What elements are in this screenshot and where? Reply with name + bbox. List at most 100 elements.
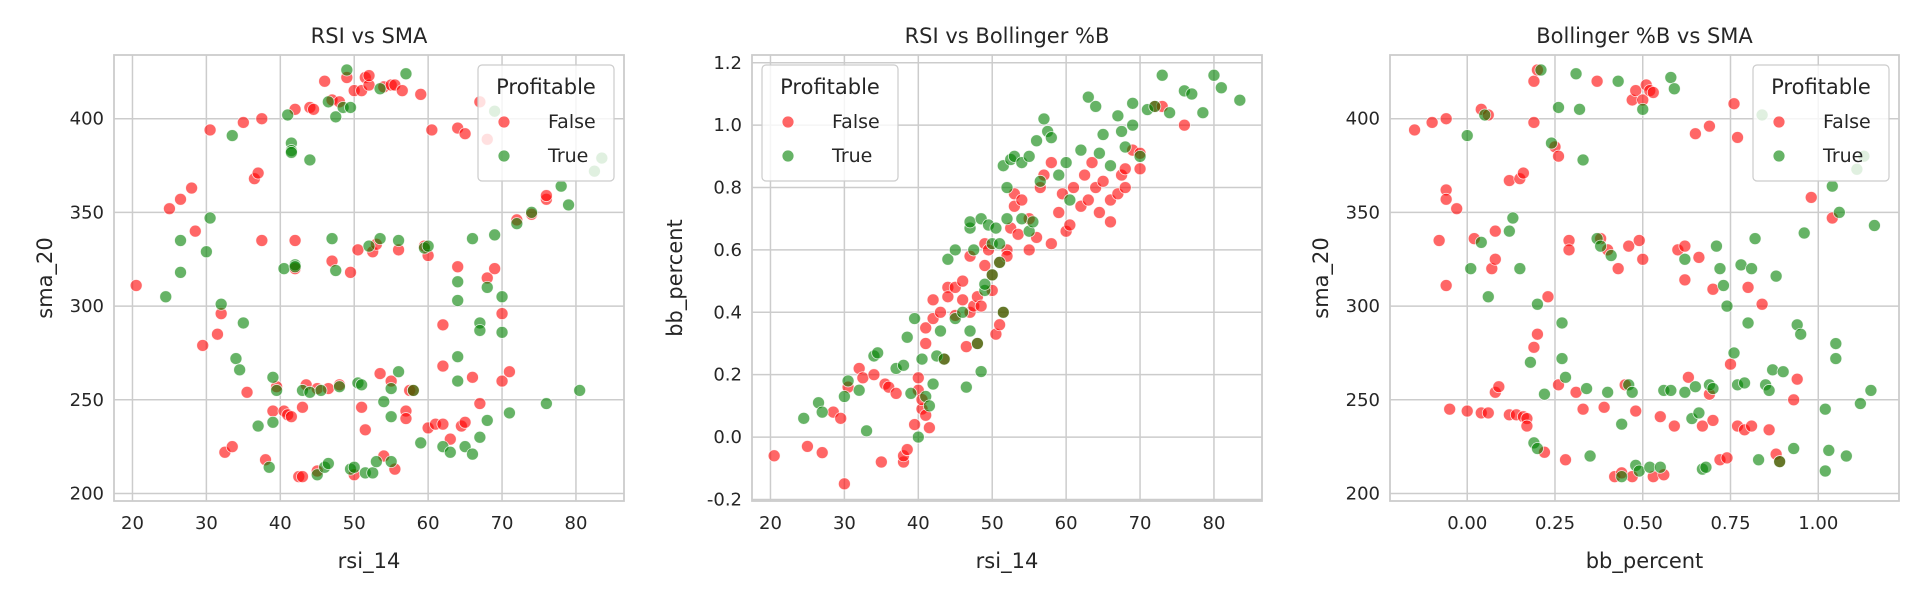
point-true (963, 215, 977, 229)
y-tick-label: 0.8 (713, 178, 742, 199)
point-true (1748, 232, 1762, 246)
point-true (399, 67, 413, 81)
point-true (815, 405, 829, 419)
point-true (366, 466, 380, 480)
point-false (1488, 224, 1502, 238)
point-true (321, 457, 335, 470)
x-tick-label: 70 (491, 513, 514, 534)
point-false (1439, 279, 1453, 292)
point-true (270, 384, 284, 397)
x-tick-label: 1.00 (1798, 513, 1838, 534)
point-true (1026, 215, 1040, 229)
point-false (1011, 227, 1025, 241)
point-false (801, 440, 814, 453)
x-tick-label: 20 (121, 513, 144, 534)
point-false (451, 260, 465, 274)
point-false (129, 279, 143, 292)
point-false (296, 470, 309, 484)
point-false (1678, 273, 1692, 287)
point-false (236, 116, 250, 129)
point-true (1030, 134, 1043, 148)
legend-label-true: True (547, 145, 588, 167)
point-true (480, 280, 494, 294)
point-false (934, 305, 947, 319)
point-true (1706, 382, 1720, 395)
point-true (373, 232, 387, 246)
x-tick-label: 0.00 (1447, 513, 1487, 534)
point-true (1738, 376, 1751, 390)
point-true (303, 385, 317, 399)
point-true (495, 290, 509, 304)
point-true (473, 324, 487, 337)
x-tick-label: 0.75 (1710, 513, 1750, 534)
point-false (1177, 118, 1191, 132)
x-tick-label: 0.50 (1623, 513, 1663, 534)
point-true (1081, 90, 1095, 104)
point-true (1825, 179, 1839, 193)
point-true (911, 430, 925, 444)
legend-box (1752, 64, 1890, 182)
point-true (1864, 384, 1878, 397)
point-true (1474, 235, 1488, 249)
point-true (1464, 262, 1478, 276)
point-true (1818, 402, 1832, 416)
y-tick-label: 250 (70, 390, 104, 411)
point-true (1594, 239, 1608, 253)
point-true (539, 397, 553, 410)
point-true (406, 384, 420, 397)
point-false (1541, 290, 1555, 304)
point-true (251, 419, 265, 433)
point-true (414, 436, 428, 450)
point-true (837, 390, 851, 403)
point-true (1207, 68, 1221, 82)
point-false (1706, 414, 1720, 427)
x-tick-label: 60 (417, 513, 440, 534)
point-true (1713, 262, 1727, 276)
point-false (362, 69, 376, 83)
y-tick-label: 0.0 (713, 427, 742, 448)
point-true (473, 430, 487, 444)
point-true (329, 264, 343, 277)
point-true (1534, 63, 1548, 77)
point-true (974, 365, 988, 378)
point-false (1692, 250, 1706, 264)
point-true (1092, 146, 1106, 160)
point-false (1104, 215, 1117, 229)
point-false (1646, 86, 1660, 99)
point-true (1555, 352, 1569, 365)
chart-panel-3: 0.00 0.25 0.50 0.75 1.00 200 250 300 350 400 Bolli… (1309, 24, 1900, 574)
point-true (1601, 385, 1615, 399)
point-false (908, 418, 922, 431)
point-true (1460, 129, 1474, 142)
point-true (993, 237, 1007, 251)
legend-box (761, 64, 899, 182)
legend-marker-true (497, 149, 511, 163)
point-false (240, 385, 254, 399)
point-true (214, 297, 228, 311)
point-true (1037, 112, 1051, 126)
y-tick-label: 350 (70, 202, 104, 223)
point-false (355, 400, 369, 414)
point-false (255, 112, 269, 126)
point-false (284, 410, 298, 424)
point-false (874, 455, 888, 469)
point-true (1797, 226, 1811, 240)
point-true (1689, 380, 1702, 394)
point-false (1552, 149, 1565, 163)
point-false (1667, 419, 1681, 433)
point-false (1741, 280, 1755, 294)
point-true (174, 265, 187, 279)
point-true (1111, 109, 1125, 123)
point-true (495, 325, 509, 339)
point-false (1502, 174, 1516, 187)
point-false (414, 87, 428, 101)
point-true (384, 410, 398, 424)
point-true (904, 386, 918, 400)
point-true (344, 101, 357, 114)
point-true (1000, 212, 1014, 226)
point-false (837, 477, 851, 491)
point-true (199, 245, 213, 259)
point-false (255, 234, 269, 247)
point-true (466, 232, 479, 246)
point-true (1044, 131, 1058, 145)
